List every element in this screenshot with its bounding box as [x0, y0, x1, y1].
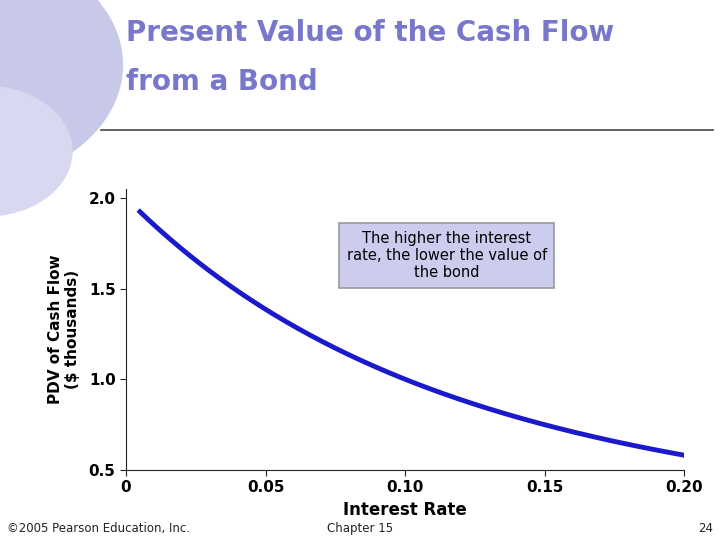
Text: from a Bond: from a Bond	[126, 68, 318, 96]
Text: The higher the interest
rate, the lower the value of
the bond: The higher the interest rate, the lower …	[347, 231, 547, 280]
Text: Chapter 15: Chapter 15	[327, 522, 393, 535]
Text: ©2005 Pearson Education, Inc.: ©2005 Pearson Education, Inc.	[7, 522, 190, 535]
Text: Present Value of the Cash Flow: Present Value of the Cash Flow	[126, 19, 614, 47]
Circle shape	[0, 0, 122, 184]
Text: 24: 24	[698, 522, 713, 535]
Y-axis label: PDV of Cash Flow
($ thousands): PDV of Cash Flow ($ thousands)	[48, 254, 80, 404]
Circle shape	[0, 86, 72, 216]
X-axis label: Interest Rate: Interest Rate	[343, 501, 467, 519]
